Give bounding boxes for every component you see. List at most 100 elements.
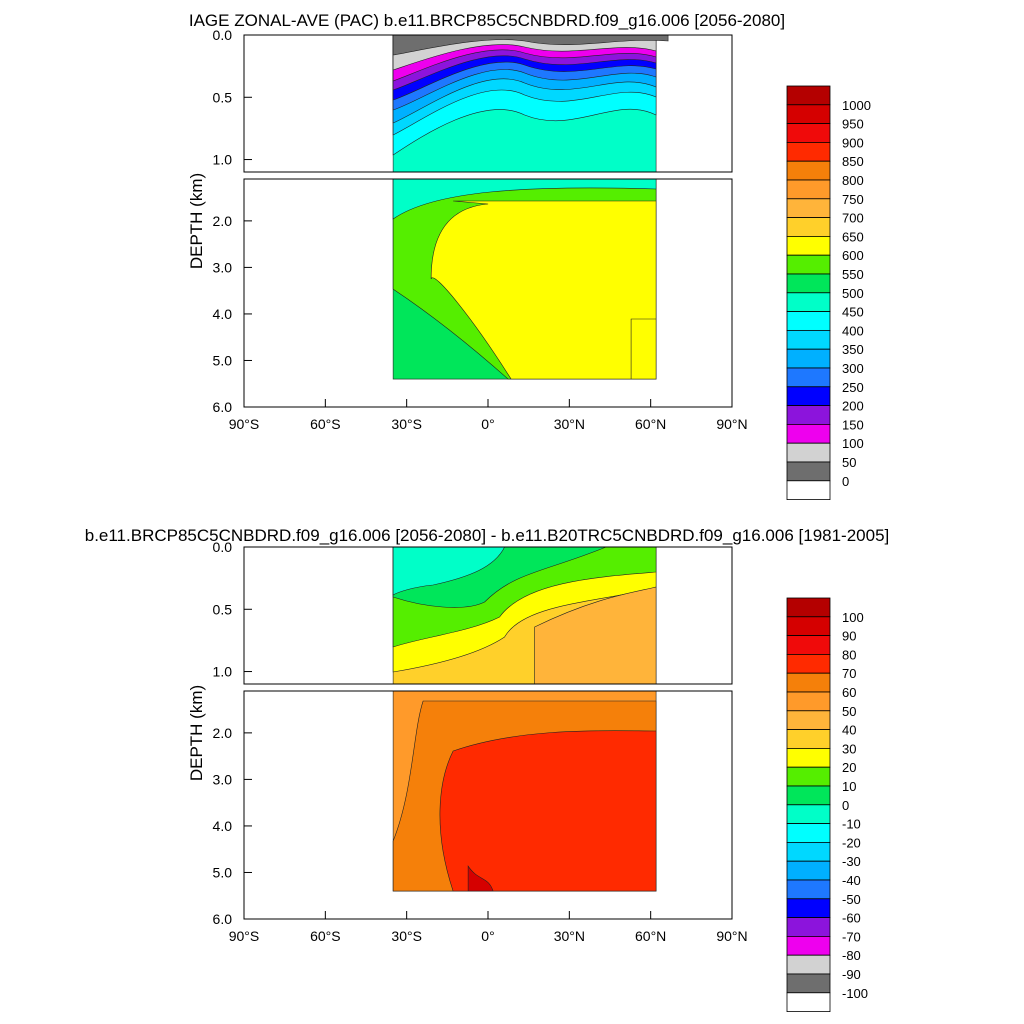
colorbar-label: 50: [842, 704, 856, 719]
x-tick-label: 90°N: [716, 416, 747, 432]
colorbar-label: 850: [842, 154, 864, 169]
colorbar-label: 200: [842, 399, 864, 414]
colorbar-label: 60: [842, 685, 856, 700]
x-tick-label: 60°S: [310, 928, 341, 944]
y-tick-label: 1.0: [213, 664, 233, 680]
colorbar-label: 600: [842, 248, 864, 263]
colorbar-swatch: [786, 480, 831, 500]
colorbar-label: 150: [842, 417, 864, 432]
colorbar-label: 100: [842, 610, 864, 625]
x-tick-label: 30°S: [391, 928, 422, 944]
colorbar-swatch: [786, 766, 831, 787]
colorbar-label: -30: [842, 854, 861, 869]
x-tick-label: 60°N: [635, 416, 666, 432]
colorbar-label: 650: [842, 229, 864, 244]
colorbar-swatch: [786, 423, 831, 444]
x-tick-label: 30°N: [554, 416, 585, 432]
colorbar-swatch: [786, 992, 831, 1012]
colorbar-swatch: [786, 141, 831, 162]
colorbar-label: 0: [842, 474, 849, 489]
colorbar-swatch: [786, 386, 831, 406]
colorbar-label: 450: [842, 305, 864, 320]
chart-title: b.e11.BRCP85C5CNBDRD.f09_g16.006 [2056-2…: [85, 526, 890, 545]
colorbar-swatch: [786, 823, 831, 843]
colorbar-label: 0: [842, 798, 849, 813]
colorbar-swatch: [786, 348, 831, 369]
colorbar-label: 40: [842, 723, 856, 738]
colorbar-label: 950: [842, 117, 864, 132]
chart-title: IAGE ZONAL-AVE (PAC) b.e11.BRCP85C5CNBDR…: [189, 11, 785, 30]
colorbar-label: 70: [842, 666, 856, 681]
colorbar-label: -50: [842, 892, 861, 907]
band-40: [534, 586, 657, 685]
colorbar-label: -60: [842, 911, 861, 926]
y-axis-label: DEPTH (km): [187, 685, 206, 781]
colorbar-swatch: [786, 729, 831, 749]
colorbar-swatch: [786, 804, 831, 824]
colorbar-swatch: [786, 710, 831, 730]
y-tick-label: 0.0: [213, 27, 233, 43]
colorbar-label: 1000: [842, 98, 871, 113]
colorbar-label: 700: [842, 211, 864, 226]
colorbar-swatch: [786, 748, 831, 768]
colorbar-swatch: [786, 179, 831, 200]
colorbar-swatch: [786, 198, 831, 219]
colorbar-swatch: [786, 254, 831, 275]
band-70: [439, 730, 657, 892]
colorbar-label: 500: [842, 286, 864, 301]
colorbar-swatch: [786, 954, 831, 975]
colorbar-label: -10: [842, 817, 861, 832]
colorbar-swatch: [786, 973, 831, 994]
colorbar-swatch: [786, 160, 831, 181]
colorbar-label: 750: [842, 192, 864, 207]
colorbar-swatch: [786, 898, 831, 918]
contour-field: [392, 546, 657, 892]
colorbar-swatch: [786, 635, 831, 655]
colorbar-label: 350: [842, 342, 864, 357]
colorbar-label: -70: [842, 929, 861, 944]
band-neg-10: [392, 546, 506, 596]
colorbar-swatch: [786, 311, 831, 331]
colorbar-swatch: [786, 217, 831, 237]
panel-age-difference: b.e11.BRCP85C5CNBDRD.f09_g16.006 [2056-2…: [85, 526, 890, 1012]
band-lower-500: [392, 178, 657, 220]
colorbar-swatch: [786, 691, 831, 712]
x-tick-label: 90°N: [716, 928, 747, 944]
panel-age: IAGE ZONAL-AVE (PAC) b.e11.BRCP85C5CNBDR…: [187, 11, 871, 500]
y-tick-label: 3.0: [213, 259, 233, 275]
y-tick-label: 6.0: [213, 399, 233, 415]
y-axis-label: DEPTH (km): [187, 173, 206, 269]
colorbar-swatch: [786, 842, 831, 862]
colorbar-swatch: [786, 442, 831, 463]
colorbar-swatch: [786, 879, 831, 900]
colorbar-label: -80: [842, 948, 861, 963]
colorbar-swatch: [786, 672, 831, 693]
colorbar-label: 50: [842, 455, 856, 470]
band-0: [392, 34, 669, 56]
colorbar-swatch: [786, 405, 831, 425]
y-tick-label: 2.0: [213, 213, 233, 229]
colorbar-label: 10: [842, 779, 856, 794]
colorbar-swatch: [786, 785, 831, 806]
y-tick-label: 5.0: [213, 864, 233, 880]
contour-field: [392, 34, 669, 380]
x-tick-label: 90°S: [229, 928, 260, 944]
y-tick-label: 3.0: [213, 771, 233, 787]
colorbar-label: 800: [842, 173, 864, 188]
colorbar-label: 400: [842, 323, 864, 338]
colorbar-swatch: [786, 235, 831, 256]
x-tick-label: 60°S: [310, 416, 341, 432]
colorbar-swatch: [786, 616, 831, 636]
band-600: [430, 200, 657, 380]
x-tick-label: 30°S: [391, 416, 422, 432]
colorbar-swatch: [786, 273, 831, 294]
y-tick-label: 2.0: [213, 725, 233, 741]
colorbar-label: 20: [842, 760, 856, 775]
colorbar-label: -40: [842, 873, 861, 888]
colorbar-swatch: [786, 860, 831, 881]
colorbar-swatch: [786, 367, 831, 388]
x-tick-label: 90°S: [229, 416, 260, 432]
y-tick-label: 5.0: [213, 352, 233, 368]
colorbar-label: -20: [842, 835, 861, 850]
